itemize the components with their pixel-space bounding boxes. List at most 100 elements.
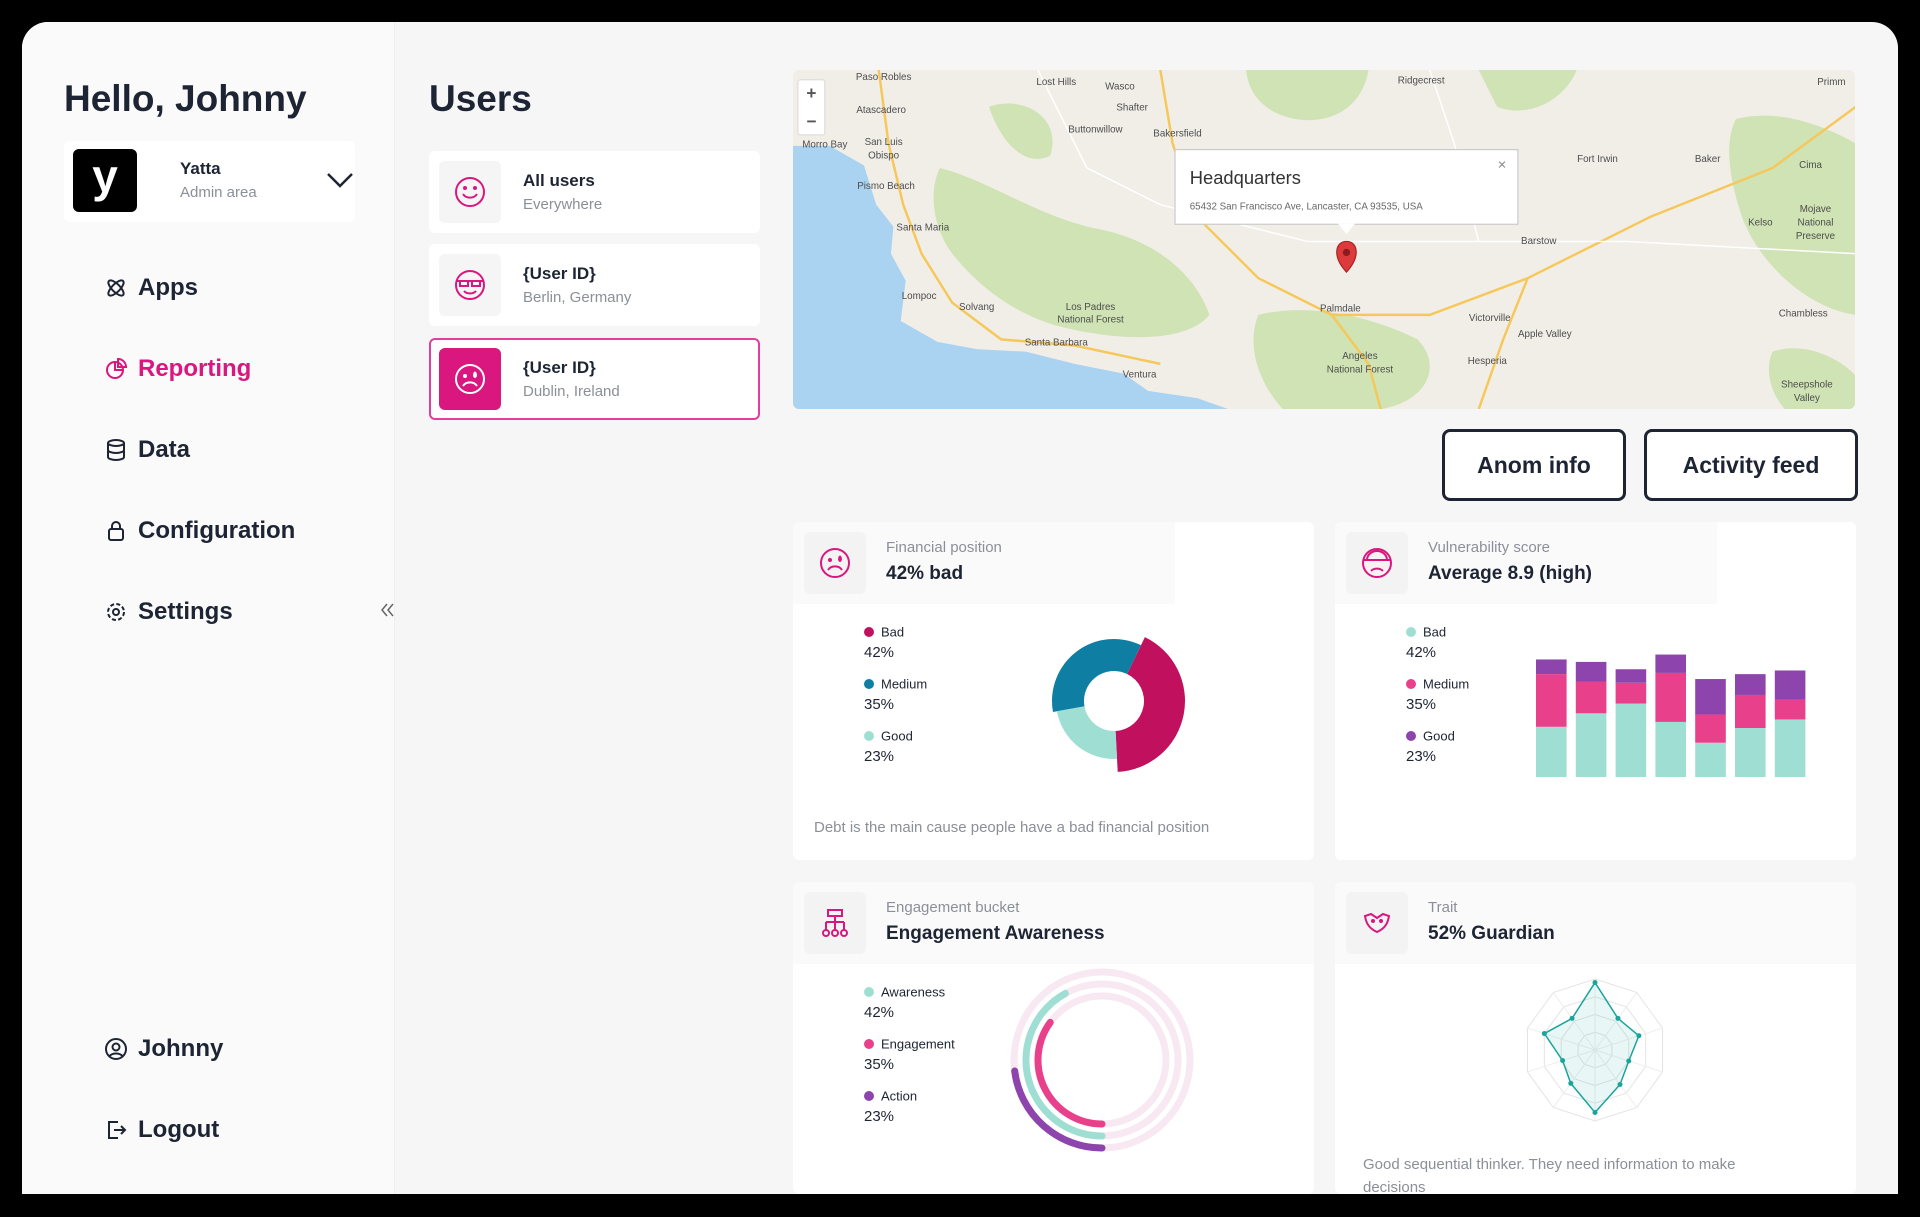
legend-label: Good [881, 728, 913, 743]
radar-point [1568, 1080, 1574, 1086]
legend-value: 42% [864, 644, 894, 661]
nav-icon [107, 279, 125, 297]
legend-value: 35% [1406, 696, 1436, 713]
map-label: Shafter [1116, 103, 1148, 114]
popup-address: 65432 San Francisco Ave, Lancaster, CA 9… [1190, 202, 1424, 213]
anom-info-button[interactable]: Anom info [1442, 429, 1626, 501]
nav-icon [107, 603, 125, 621]
map-label: Obispo [868, 150, 900, 161]
nav-logout[interactable]: Logout [104, 1116, 219, 1144]
radar-point [1541, 1031, 1547, 1037]
user-card[interactable]: {User ID} Berlin, Germany [429, 244, 760, 326]
legend-label: Good [1423, 728, 1455, 743]
card-icon [1346, 532, 1408, 594]
legend-label: Medium [881, 676, 927, 691]
user-name: All users [523, 171, 595, 190]
legend-dot [864, 627, 874, 637]
radar-spoke [1594, 992, 1638, 1051]
user-icon [439, 348, 501, 410]
legend-label: Engagement [881, 1036, 955, 1051]
popup-close[interactable]: × [1498, 157, 1507, 173]
nav-data[interactable]: Data [104, 436, 190, 464]
card: Vulnerability score Average 8.9 (high) B… [1335, 522, 1856, 860]
nav-reporting[interactable]: Reporting [104, 355, 251, 383]
nav-configuration[interactable]: Configuration [104, 517, 295, 545]
legend-label: Action [881, 1088, 917, 1103]
icon [822, 909, 848, 937]
user-card-selected[interactable]: {User ID} Dublin, Ireland [429, 338, 760, 420]
icon [1363, 912, 1391, 934]
map-label: Primm [1817, 77, 1845, 88]
zoom-out[interactable]: − [806, 111, 816, 131]
legend-dot [864, 1091, 874, 1101]
radar-point [1615, 1015, 1621, 1021]
user-name: {User ID} [523, 264, 596, 283]
card: Financial position 42% bad Debt is the m… [793, 522, 1314, 860]
donut-segment [1115, 637, 1185, 772]
card-value: 52% Guardian [1428, 923, 1555, 944]
map-label: Ventura [1123, 369, 1157, 380]
map-label: Cima [1799, 160, 1822, 171]
map-label: Hesperia [1468, 356, 1508, 367]
map-label: Los Padres [1066, 302, 1116, 313]
card-header [1335, 882, 1856, 964]
bar-segment [1735, 674, 1766, 695]
card: Engagement bucket Engagement Awareness A… [793, 882, 1314, 1194]
legend-dot [864, 1039, 874, 1049]
user-card[interactable]: All users Everywhere [429, 151, 760, 233]
card-value: 42% bad [886, 563, 964, 584]
bar-segment [1536, 659, 1567, 675]
icon [820, 548, 850, 578]
account-switcher[interactable]: y Yatta Admin area [64, 141, 355, 222]
card-icon [1346, 892, 1408, 954]
map-label: Santa Barbara [1025, 338, 1089, 349]
nav-apps[interactable]: Apps [104, 274, 198, 302]
nav-icon [106, 357, 128, 379]
nav-label: Apps [138, 274, 198, 301]
map-pin[interactable] [1336, 240, 1357, 273]
user-location: Berlin, Germany [523, 289, 632, 306]
donut-segment [1052, 639, 1141, 712]
map-label: Bakersfield [1153, 128, 1201, 139]
card-header [793, 882, 1314, 964]
map-label: Wasco [1105, 82, 1135, 93]
bar-segment [1655, 672, 1686, 722]
card-chart [1526, 978, 1664, 1122]
map-label: San Luis [865, 137, 903, 148]
map-label: Fort Irwin [1577, 154, 1618, 165]
nav-profile[interactable]: Johnny [104, 1035, 223, 1063]
map-label: National Forest [1327, 365, 1394, 376]
zoom-in[interactable]: + [806, 83, 816, 103]
pin-dot [1342, 248, 1351, 257]
bar-segment [1575, 661, 1607, 682]
map-label: Chambless [1779, 308, 1828, 319]
nav-settings[interactable]: Settings [104, 598, 233, 626]
map-label: Santa Maria [896, 223, 949, 234]
map-label: Palmdale [1320, 303, 1361, 314]
legend-dot [864, 679, 874, 689]
map-label: Atascadero [856, 105, 906, 116]
radar-point [1560, 1058, 1566, 1064]
legend-label: Awareness [881, 984, 946, 999]
legend-value: 35% [864, 1056, 894, 1073]
legend-dot [864, 731, 874, 741]
icon [455, 270, 485, 300]
nav-label: Settings [138, 598, 233, 625]
popup-title: Headquarters [1190, 167, 1301, 188]
collapse-button[interactable] [372, 593, 400, 627]
legend-value: 35% [864, 696, 894, 713]
greeting: Hello, Johnny [64, 78, 307, 119]
map-label: Kelso [1748, 218, 1773, 229]
bar-segment [1536, 726, 1567, 777]
card-label: Vulnerability score [1428, 539, 1550, 556]
nav-icon [108, 1121, 127, 1139]
map-label: Pismo Beach [857, 181, 915, 192]
map-label: Apple Valley [1518, 329, 1572, 340]
map-label: Lompoc [902, 291, 937, 302]
nav-label: Reporting [138, 355, 252, 382]
activity-feed-button[interactable]: Activity feed [1644, 429, 1858, 501]
user-icon [439, 161, 501, 223]
bar-segment [1695, 742, 1726, 777]
map[interactable]: + − Paso Robles Lost Hills Wasco Ridgecrest… [793, 70, 1855, 409]
